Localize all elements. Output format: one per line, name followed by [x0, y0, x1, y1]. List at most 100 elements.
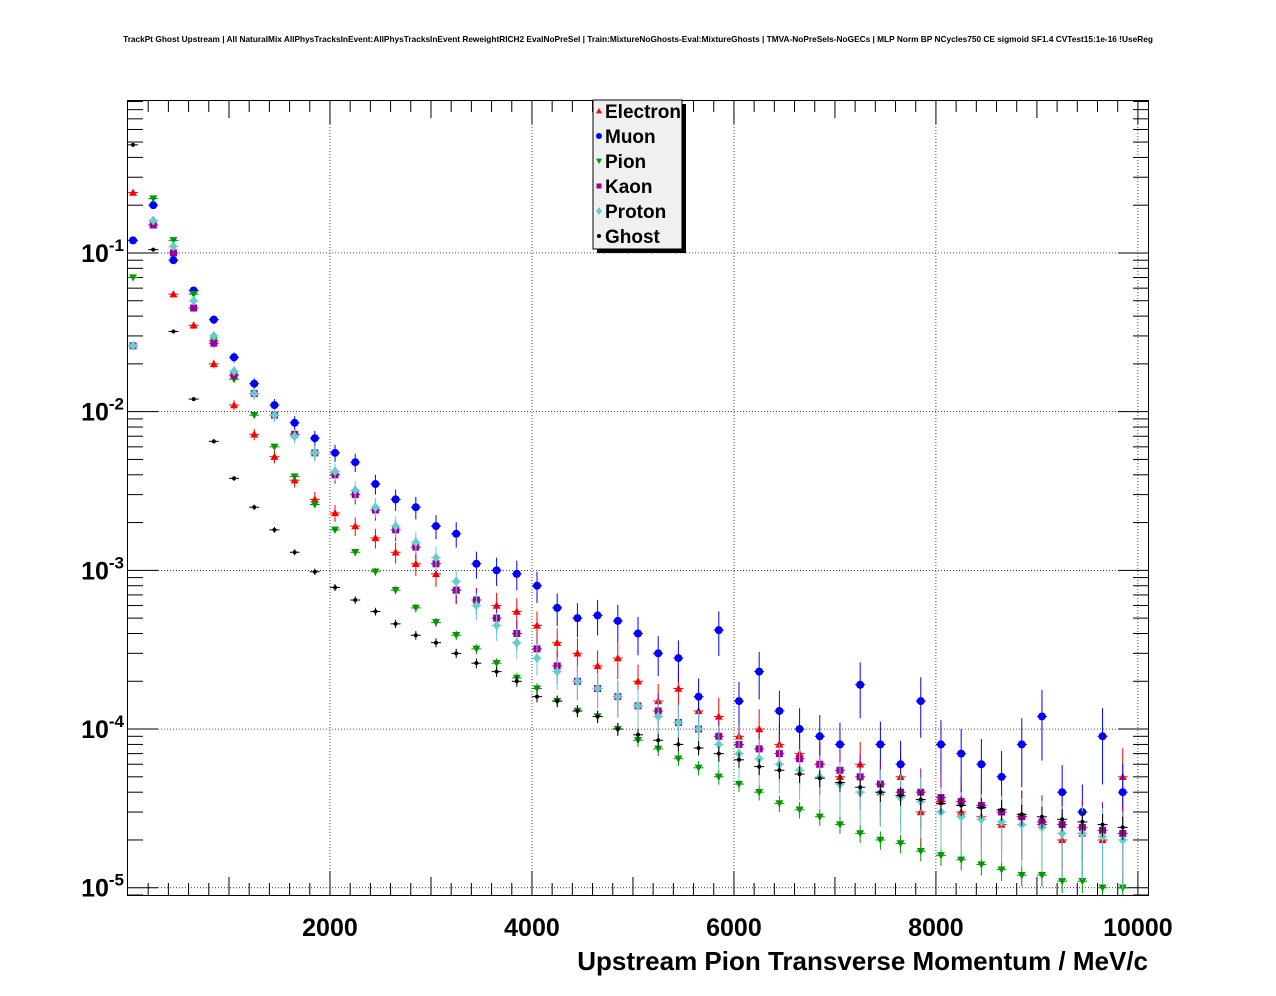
data-point-proton	[472, 600, 481, 611]
data-point-muon	[351, 458, 360, 467]
data-point-proton	[977, 814, 986, 825]
data-point-muon	[472, 559, 481, 568]
data-point-pion	[1058, 877, 1067, 886]
data-point-pion	[250, 411, 259, 420]
data-point-proton	[270, 410, 279, 421]
data-point-proton	[1058, 828, 1067, 839]
data-point-electron	[634, 677, 642, 685]
data-point-ghost	[858, 785, 863, 790]
data-point-electron	[512, 607, 521, 615]
data-point-pion	[654, 745, 663, 753]
data-points	[128, 142, 1128, 895]
data-point-ghost	[716, 751, 721, 756]
data-point-proton	[189, 295, 198, 306]
data-point-pion	[997, 866, 1006, 874]
data-point-ghost	[878, 790, 883, 795]
data-point-muon	[432, 522, 441, 531]
data-point-muon	[1098, 732, 1107, 741]
data-point-pion	[1098, 884, 1107, 892]
y-tick-base: 10	[81, 240, 109, 268]
data-point-electron	[169, 290, 178, 298]
series-proton	[128, 215, 1128, 890]
data-point-proton	[371, 502, 380, 513]
data-point-proton	[290, 431, 299, 442]
x-tick-label: 4000	[504, 914, 560, 942]
data-point-muon	[492, 566, 501, 575]
data-point-muon	[714, 626, 723, 635]
data-point-pion	[775, 800, 784, 808]
legend-marker	[596, 133, 602, 139]
data-point-pion	[957, 856, 966, 864]
legend-entry-electron: Electron	[596, 102, 681, 123]
data-point-ghost	[373, 609, 378, 614]
data-point-muon	[290, 418, 299, 427]
data-point-muon	[149, 201, 158, 210]
data-point-ghost	[1060, 817, 1065, 822]
data-point-ghost	[959, 803, 964, 808]
data-point-electron	[310, 495, 319, 503]
data-point-pion	[795, 806, 804, 814]
x-tick-label: 2000	[302, 914, 358, 942]
series-kaon	[128, 221, 1128, 883]
data-point-muon	[654, 649, 663, 658]
data-point-proton	[593, 683, 602, 694]
data-point-pion	[371, 568, 380, 576]
legend-label: Muon	[605, 127, 656, 148]
data-point-pion	[1037, 871, 1046, 880]
data-point-pion	[896, 840, 905, 848]
data-point-ghost	[999, 807, 1004, 812]
data-point-proton	[411, 537, 420, 548]
data-point-ghost	[979, 805, 984, 810]
data-point-ghost	[656, 738, 661, 743]
data-point-pion	[936, 852, 945, 860]
data-point-proton	[553, 666, 562, 677]
data-point-muon	[1037, 712, 1046, 721]
data-point-electron	[613, 654, 622, 662]
legend-marker	[597, 234, 601, 238]
data-point-pion	[472, 645, 481, 653]
data-point-pion	[694, 764, 703, 772]
data-point-pion	[916, 847, 925, 856]
data-point-pion	[169, 237, 178, 245]
data-point-ghost	[474, 661, 479, 666]
y-tick-base: 10	[81, 875, 109, 903]
data-point-pion	[755, 788, 764, 797]
data-point-ghost	[333, 585, 338, 590]
legend-entry-kaon: Kaon	[596, 177, 653, 198]
data-point-ghost	[312, 569, 317, 574]
series-electron	[128, 188, 1128, 889]
data-point-pion	[149, 195, 158, 203]
x-axis-title: Upstream Pion Transverse Momentum / MeV/…	[577, 946, 1148, 976]
data-point-muon	[169, 256, 178, 265]
data-point-ghost	[413, 633, 418, 638]
data-point-ghost	[232, 476, 237, 481]
data-point-muon	[957, 749, 966, 758]
data-point-ghost	[292, 550, 297, 555]
data-point-proton	[250, 388, 259, 399]
data-point-ghost	[535, 694, 540, 699]
data-point-electron	[270, 452, 279, 460]
data-point-pion	[331, 526, 340, 534]
data-point-proton	[512, 637, 521, 648]
data-point-muon	[795, 725, 804, 734]
data-point-electron	[351, 522, 360, 530]
y-tick-label: 10-1	[81, 236, 124, 268]
data-point-muon	[310, 434, 319, 443]
data-point-muon	[209, 315, 218, 324]
data-point-pion	[876, 836, 885, 844]
data-point-electron	[674, 684, 683, 692]
data-point-proton	[149, 215, 158, 226]
data-point-pion	[432, 619, 441, 627]
data-point-ghost	[736, 757, 741, 762]
data-point-muon	[1017, 740, 1026, 749]
data-point-pion	[189, 290, 198, 299]
data-point-muon	[331, 448, 340, 457]
data-point-proton	[452, 576, 461, 587]
data-point-pion	[856, 830, 865, 838]
legend-entry-ghost: Ghost	[597, 227, 661, 248]
data-point-proton	[634, 700, 642, 711]
legend-marker	[596, 158, 602, 164]
y-tick-exponent: -5	[109, 871, 124, 890]
y-tick-base: 10	[81, 399, 109, 427]
